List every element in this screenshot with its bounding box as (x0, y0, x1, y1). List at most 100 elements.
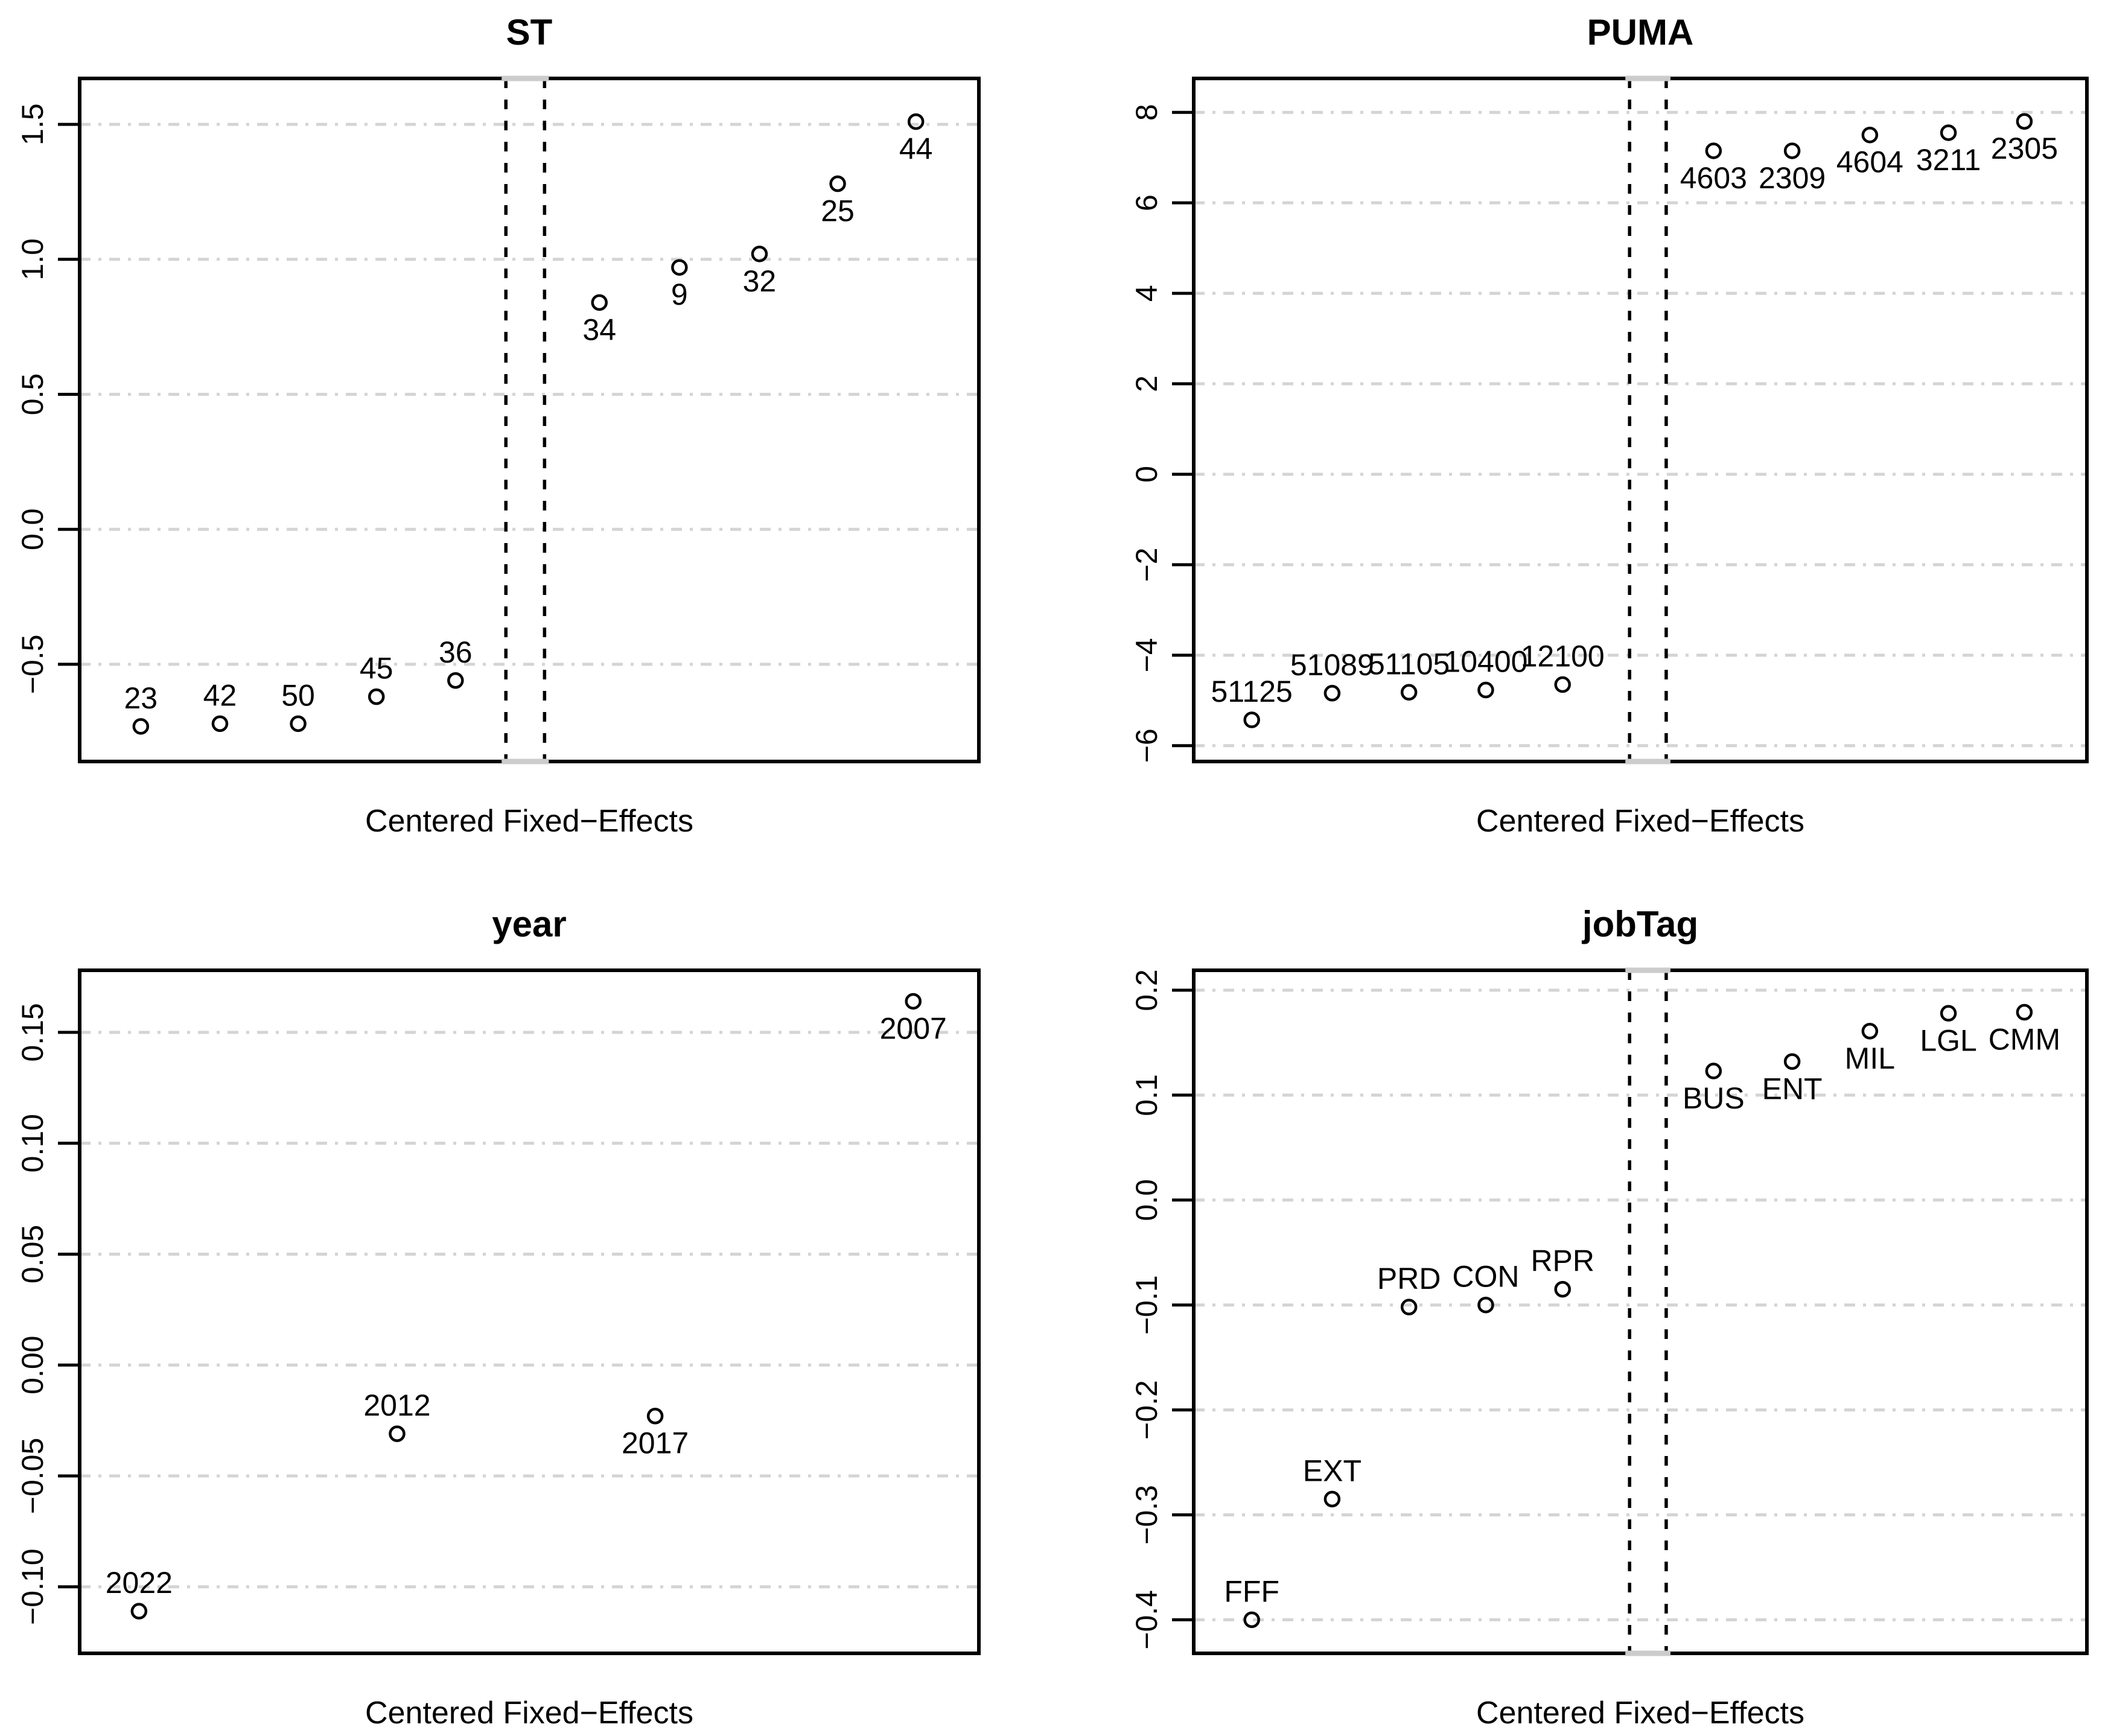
y-tick-label: −0.1 (1130, 1275, 1164, 1335)
data-point-circle (290, 715, 307, 733)
data-point-label: 36 (439, 635, 473, 669)
y-tick-label: 1.5 (16, 103, 49, 145)
x-axis-label: Centered Fixed−Effects (1476, 804, 1804, 839)
data-point-circle (1400, 1299, 1418, 1315)
data-point-label: MIL (1845, 1041, 1895, 1075)
plot-border (78, 968, 981, 1655)
data-point-circle (1940, 124, 1957, 141)
data-point-label: 2007 (880, 1011, 947, 1045)
data-point-label: 2305 (1991, 132, 2058, 165)
panel-year: 2022 2012 2017 2007 0.15 0.10 0.05 0.00 −0.05 −0.… (16, 904, 981, 1731)
data-point-circle (389, 1425, 406, 1442)
data-point-label: 3211 (1916, 143, 1981, 177)
y-tick-label: 1.0 (16, 238, 49, 281)
y-tick-label: 0.05 (16, 1225, 49, 1283)
data-point-label: RPR (1530, 1244, 1594, 1278)
data-point-label: 51089 (1290, 648, 1374, 682)
data-point-circle (1861, 1023, 1879, 1040)
data-point-label: 51105 (1368, 647, 1450, 681)
data-point-circle (646, 1407, 664, 1425)
y-tick-label: 0.1 (1130, 1074, 1164, 1116)
data-point-circle (130, 1603, 148, 1620)
data-point-circle (1861, 126, 1879, 144)
panel-title: jobTag (1582, 904, 1698, 944)
panel-jobTag: FFF EXT PRD CON RPR BUS ENT MIL LGL CMM 0.2 0.1 0.0 −… (1130, 904, 2089, 1731)
y-tick-label: −0.2 (1130, 1380, 1164, 1440)
data-point-circle (1243, 1611, 1260, 1629)
data-point-label: 12100 (1521, 640, 1605, 673)
data-point-label: 4604 (1836, 145, 1903, 179)
data-point-label: FFF (1224, 1574, 1279, 1608)
y-tick-label: −2 (1130, 547, 1164, 582)
data-point-circle (905, 993, 922, 1010)
panel-title: PUMA (1587, 12, 1694, 52)
data-point-circle (1705, 142, 1722, 159)
data-point-circle (1323, 1490, 1341, 1508)
data-point-circle (1400, 684, 1418, 701)
data-point-label: 44 (899, 132, 933, 166)
axis-break-gap (1625, 758, 1670, 765)
axis-break-gap (1625, 967, 1670, 973)
data-point-circle (1243, 711, 1260, 728)
data-point-label: LGL (1920, 1023, 1977, 1057)
data-point-label: 2309 (1759, 161, 1826, 195)
y-tick-label: 0 (1130, 466, 1164, 483)
y-tick-label: −0.10 (16, 1548, 49, 1625)
axis-break-gap (1625, 1650, 1670, 1656)
y-tick-label: 4 (1130, 285, 1164, 302)
panel-title: year (492, 904, 566, 944)
data-point-circle (1477, 1296, 1494, 1314)
data-point-label: 51125 (1211, 675, 1293, 708)
data-point-circle (1554, 676, 1571, 693)
data-point-label: 23 (124, 681, 158, 715)
data-point-circle (1554, 1280, 1571, 1298)
data-point-label: 45 (360, 652, 393, 685)
data-point-circle (907, 113, 925, 130)
x-axis-label: Centered Fixed−Effects (365, 804, 693, 839)
data-point-circle (591, 294, 608, 311)
data-point-label: 2017 (622, 1426, 689, 1460)
data-point-label: CMM (1989, 1023, 2060, 1057)
y-tick-label: 0.0 (1130, 1179, 1164, 1221)
panel-title: ST (506, 12, 553, 52)
x-axis-label: Centered Fixed−Effects (365, 1696, 693, 1731)
axis-break-gap (502, 758, 549, 765)
data-point-label: 42 (203, 678, 237, 712)
data-point-label: 9 (671, 278, 688, 311)
data-point-circle (829, 175, 846, 192)
y-tick-label: −0.3 (1130, 1485, 1164, 1545)
y-tick-label: −0.5 (16, 635, 49, 695)
y-tick-label: 0.5 (16, 374, 49, 416)
data-point-label: 2022 (106, 1566, 173, 1600)
data-point-circle (1477, 681, 1494, 699)
y-tick-label: 2 (1130, 375, 1164, 392)
axis-break-gap (502, 75, 549, 81)
data-point-circle (211, 715, 229, 733)
data-point-circle (671, 259, 688, 276)
data-point-label: 50 (281, 678, 315, 712)
data-point-circle (751, 246, 768, 262)
data-point-circle (1783, 142, 1801, 159)
data-point-circle (1705, 1063, 1722, 1079)
axis-break-gap (1625, 75, 1670, 81)
panel-ST: 23 42 50 45 36 34 9 32 25 44 1.5 1.0 0.5 0.0 −0.5 ST Cen… (16, 12, 981, 839)
x-axis-label: Centered Fixed−Effects (1476, 1696, 1804, 1731)
data-point-circle (1783, 1053, 1801, 1070)
data-point-circle (2016, 1003, 2033, 1021)
data-point-circle (368, 688, 385, 705)
y-tick-label: −0.4 (1130, 1590, 1164, 1650)
data-point-circle (1940, 1005, 1957, 1022)
data-point-circle (447, 672, 464, 689)
data-point-circle (1323, 685, 1341, 702)
data-point-label: 4603 (1680, 161, 1747, 195)
data-point-label: 10400 (1444, 645, 1527, 679)
y-tick-label: 0.15 (16, 1003, 49, 1061)
y-tick-label: 6 (1130, 194, 1164, 211)
y-tick-label: 0.10 (16, 1114, 49, 1172)
data-point-label: 2012 (363, 1388, 430, 1422)
data-point-label: PRD (1377, 1262, 1441, 1296)
data-point-label: BUS (1683, 1081, 1745, 1115)
